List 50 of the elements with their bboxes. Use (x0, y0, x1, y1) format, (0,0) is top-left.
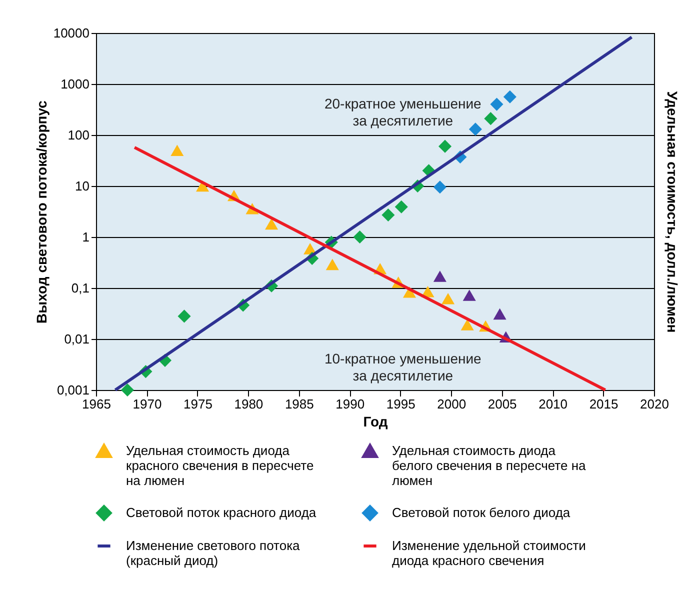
legend-label: Удельная стоимость диода белого свечения в пересчете на люмен (392, 443, 587, 488)
legend-label: Изменение удельной стоимости диода красного свечения (392, 538, 586, 568)
x-tick-label: 1985 (284, 396, 314, 412)
y-tick-label: 0,1 (71, 280, 90, 296)
y-tick-label: 100 (68, 128, 90, 142)
point (433, 180, 446, 194)
point (462, 290, 476, 301)
y2-axis-title: Удельная стоимость, долл./люмен (664, 91, 680, 333)
x-tick-label: 1990 (336, 396, 365, 412)
x-tick-label: 1995 (386, 396, 416, 412)
point (493, 308, 506, 320)
legend-label: Изменение светового потока (красный диод) (126, 538, 301, 568)
y-tick-label: 0,01 (64, 332, 90, 346)
point (170, 144, 184, 156)
point (353, 230, 366, 244)
legend-label: Световой поток красного диода (126, 505, 317, 520)
point (484, 112, 498, 126)
y-tick-label: 1 (82, 230, 90, 244)
point (394, 200, 408, 214)
point (503, 90, 516, 104)
y-tick-label: 0,001 (56, 382, 90, 398)
legend-label: Световой поток белого диода (392, 505, 571, 520)
x-tick-label: 1975 (183, 396, 212, 412)
x-tick-label: 2005 (488, 396, 517, 412)
point (490, 98, 504, 111)
point (438, 140, 452, 153)
annotation: 10-кратное уменьшение за десятилетие (324, 350, 482, 384)
point (120, 383, 134, 397)
x-tick-label: 1970 (132, 396, 162, 412)
point (442, 292, 455, 304)
y-tick-label: 10000 (53, 26, 90, 40)
annotation: 20-кратное уменьшение за десятилетие (324, 95, 482, 128)
x-tick-label: 1965 (82, 396, 111, 412)
point (468, 122, 482, 136)
y-axis-title: Выход светового потока/корпус (33, 100, 50, 324)
point (264, 218, 278, 230)
x-axis-title: Год (363, 414, 388, 430)
x-tick-label: 2015 (589, 396, 618, 412)
point (178, 310, 191, 323)
x-tick-label: 2010 (538, 396, 568, 412)
y-tick-label: 10 (75, 178, 90, 194)
x-tick-label: 2020 (640, 396, 669, 412)
y-tick-label: 1000 (60, 76, 90, 92)
legend-label: Удельная стоимость диода красного свечения в пересчете на люмен (126, 443, 314, 488)
point (433, 270, 446, 282)
x-tick-label: 1980 (234, 396, 264, 412)
x-tick-label: 2000 (437, 396, 466, 412)
point (326, 258, 339, 270)
point (460, 319, 474, 330)
point (382, 208, 395, 222)
